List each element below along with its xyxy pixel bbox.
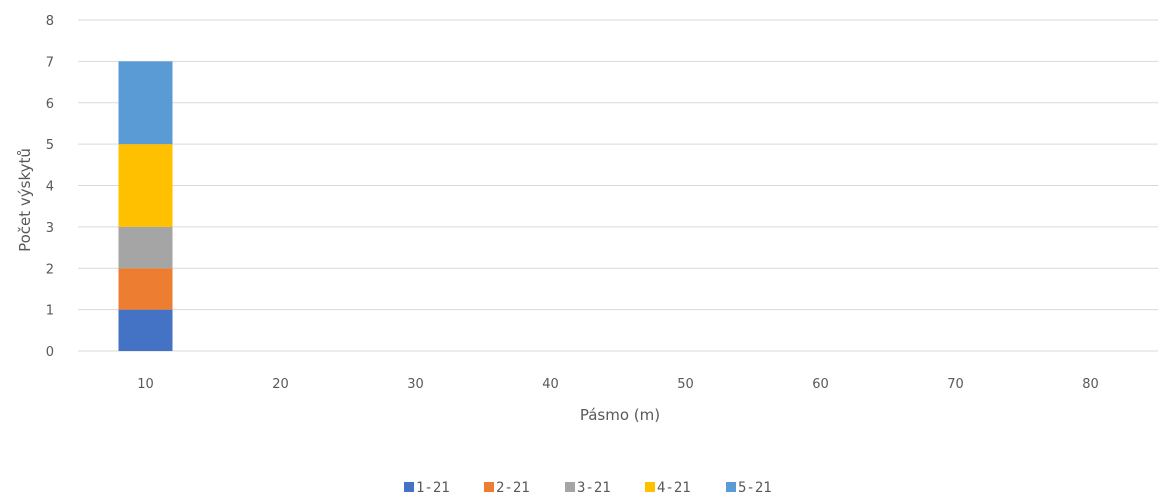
bar-segment — [118, 226, 173, 269]
bar-segment — [118, 268, 173, 310]
legend-swatch — [565, 482, 575, 492]
x-tick-label: 50 — [677, 377, 694, 392]
y-tick-label: 2 — [46, 262, 54, 277]
bars — [118, 61, 173, 351]
legend-label: 4-21 — [657, 480, 691, 496]
legend-label: 1-21 — [416, 480, 450, 496]
x-tick-label: 60 — [812, 377, 829, 392]
legend-label: 2-21 — [496, 480, 530, 496]
legend-swatch — [645, 482, 655, 492]
x-axis-title: Pásmo (m) — [580, 406, 660, 424]
x-tick-label: 40 — [542, 377, 559, 392]
x-tick-label: 10 — [137, 377, 154, 392]
x-tick-label: 20 — [272, 377, 289, 392]
x-tick-label: 70 — [947, 377, 964, 392]
gridlines — [78, 19, 1158, 352]
bar-segment — [118, 61, 173, 145]
legend-label: 3-21 — [577, 480, 611, 496]
bar-segment — [118, 144, 173, 227]
y-tick-label: 7 — [46, 55, 54, 70]
bar-segment — [118, 309, 173, 351]
y-tick-labels: 0 1 2 3 4 5 6 7 8 — [46, 14, 54, 360]
legend-label: 5-21 — [738, 480, 772, 496]
y-axis-title: Počet výskytů — [16, 148, 34, 252]
x-tick-label: 30 — [407, 377, 424, 392]
legend-swatch — [404, 482, 414, 492]
y-tick-label: 1 — [46, 304, 54, 319]
legend: 1-21 2-21 3-21 4-21 5-21 — [404, 480, 772, 496]
legend-swatch — [484, 482, 494, 492]
y-tick-label: 0 — [46, 345, 54, 360]
x-tick-label: 80 — [1082, 377, 1099, 392]
y-tick-label: 5 — [46, 138, 54, 153]
y-tick-label: 3 — [46, 221, 54, 236]
y-tick-label: 4 — [46, 180, 54, 195]
x-tick-labels: 10 20 30 40 50 60 70 80 — [137, 377, 1099, 392]
y-tick-label: 6 — [46, 97, 54, 112]
y-tick-label: 8 — [46, 14, 54, 29]
legend-swatch — [726, 482, 736, 492]
